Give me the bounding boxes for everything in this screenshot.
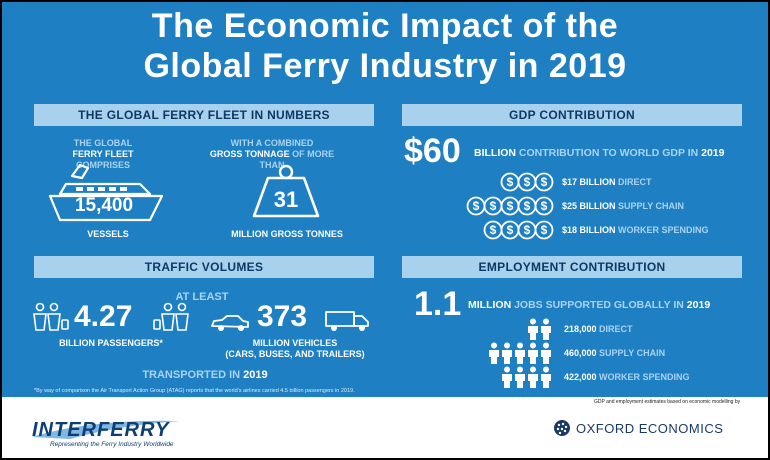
coin-stack-icon: $ $ $ $ [483,220,554,240]
weight-icon [252,164,320,218]
fleet-left-caption-strong: FERRY FLEET [72,149,134,159]
vessels-label: VESSELS [87,229,129,239]
employment-header: EMPLOYMENT CONTRIBUTION [402,256,742,278]
passengers-label: BILLION PASSENGERS* [59,338,163,348]
svg-text:$: $ [541,223,548,237]
oxford-logo-text: OXFORD ECONOMICS [576,421,724,436]
svg-text:$: $ [507,223,514,237]
svg-text:$: $ [524,175,531,189]
coin-stack-icon: $ $ $ $ $ [466,196,554,216]
transported-label: TRANSPORTED IN 2019 [120,369,290,382]
fleet-right-caption-line1: WITH A COMBINED [230,138,314,148]
fleet-left-caption-rest: COMPRISES [75,160,130,170]
oxford-note: GDP and employment estimates based on ec… [594,399,741,405]
svg-text:$: $ [524,223,531,237]
svg-text:$: $ [507,175,514,189]
page-title: The Economic Impact of the Global Ferry … [2,6,768,86]
footer: GDP and employment estimates based on ec… [2,397,768,458]
truck-icon [325,311,369,331]
employment-row-value: 460,000 [564,348,597,358]
fleet-right-caption: WITH A COMBINED GROSS TONNAGE OF MORE TH… [202,138,342,171]
gdp-row: $18 BILLION WORKER SPENDING [562,224,709,236]
gdp-description: BILLION CONTRIBUTION TO WORLD GDP IN 201… [474,147,724,159]
gdp-desc: CONTRIBUTION TO WORLD GDP IN [516,147,702,159]
oxford-globe-icon [554,420,570,436]
people-icon [502,366,551,388]
gdp-year: 2019 [701,147,725,159]
vehicles-value: 373 [257,300,308,333]
ferry-ship-icon [48,163,164,222]
people-icon [528,318,551,340]
employment-row-label: SUPPLY CHAIN [596,348,666,358]
employment-row: 218,000 DIRECT [564,323,633,335]
interferry-tagline: Representing the Ferry Industry Worldwid… [50,441,174,448]
interferry-logo [32,420,180,439]
traffic-header: TRAFFIC VOLUMES [34,256,374,278]
svg-text:$: $ [541,199,548,213]
vessels-count: 15,400 [74,195,134,216]
gdp-row-label: DIRECT [615,177,652,187]
gdp-row-label: SUPPLY CHAIN [615,201,685,211]
gdp-value: $60 [404,132,461,170]
vehicles-label-line2: (CARS, BUSES, AND TRAILERS) [225,349,365,359]
people-icon [489,342,551,364]
employment-row-value: 218,000 [564,324,597,334]
fleet-left-caption-line2: FERRY FLEET COMPRISES [48,149,158,171]
employment-row-value: 422,000 [564,372,597,382]
passengers-icon-right [153,302,189,331]
gdp-row: $25 BILLION SUPPLY CHAIN [562,200,684,212]
fleet-right-caption-rest: OF MORE THAN [259,149,335,170]
svg-text:$: $ [490,199,497,213]
gdp-row-label: WORKER SPENDING [615,225,709,235]
employment-row: 422,000 WORKER SPENDING [564,371,690,383]
employment-row-label: WORKER SPENDING [596,372,690,382]
gdp-row-amount: $18 BILLION [562,225,616,235]
gdp-row: $17 BILLION DIRECT [562,176,652,188]
employment-desc: JOBS SUPPORTED GLOBALLY IN [511,299,687,311]
coin-stack-icon: $ $ $ [500,172,554,192]
gdp-row-amount: $17 BILLION [562,177,616,187]
fleet-left-caption: THE GLOBAL FERRY FLEET COMPRISES [48,138,158,171]
car-icon [211,315,249,331]
interferry-logo-text: INTERFERRY [32,419,170,441]
fleet-right-caption-strong: GROSS TONNAGE [209,149,290,159]
svg-text:$: $ [524,199,531,213]
transported-text: TRANSPORTED IN [142,369,244,381]
svg-text:$: $ [507,199,514,213]
employment-value: 1.1 [414,285,462,323]
employment-million: MILLION [468,299,512,311]
svg-text:$: $ [541,175,548,189]
employment-description: MILLION JOBS SUPPORTED GLOBALLY IN 2019 [468,299,710,311]
vehicles-label-line1: MILLION VEHICLES [252,338,338,348]
employment-row: 460,000 SUPPLY CHAIN [564,347,665,359]
fleet-left-caption-line1: THE GLOBAL [73,138,133,148]
fleet-header: THE GLOBAL FERRY FLEET IN NUMBERS [34,104,374,126]
passengers-icon-left [33,302,69,331]
gdp-billion: BILLION [474,147,516,159]
employment-year: 2019 [686,299,711,311]
gdp-header: GDP CONTRIBUTION [402,104,742,126]
svg-text:$: $ [490,223,497,237]
svg-text:$: $ [473,199,480,213]
at-least-label: AT LEAST [175,291,229,303]
traffic-footnote: *By way of comparison the Air Transport … [34,388,355,394]
tonnage-label: MILLION GROSS TONNES [231,229,343,239]
tonnage-value: 31 [273,187,299,212]
fleet-right-caption-line2: GROSS TONNAGE OF MORE THAN [202,149,342,171]
gdp-row-amount: $25 BILLION [562,201,616,211]
transported-year: 2019 [243,369,268,381]
title-line-2: Global Ferry Industry in 2019 [143,47,627,85]
employment-row-label: DIRECT [596,324,633,334]
passengers-value: 4.27 [74,300,133,333]
title-line-1: The Economic Impact of the [151,7,619,45]
vehicles-label: MILLION VEHICLES (CARS, BUSES, AND TRAIL… [210,338,380,360]
